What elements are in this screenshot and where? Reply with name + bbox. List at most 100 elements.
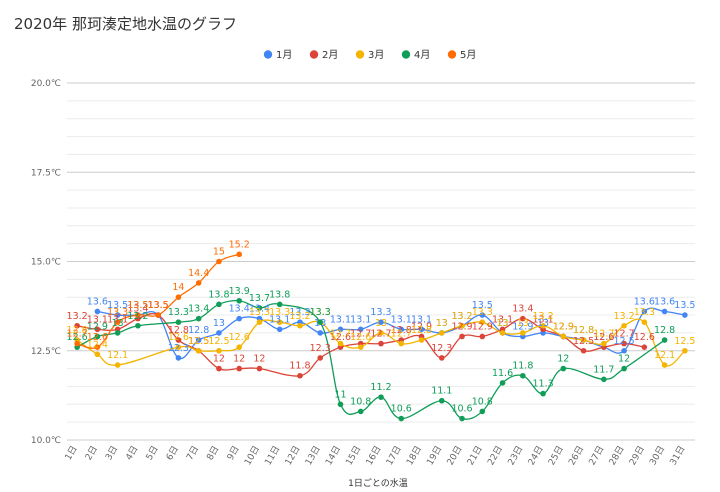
data-point [317, 319, 324, 325]
data-point [479, 319, 486, 325]
data-point [641, 344, 648, 350]
data-point [601, 340, 607, 347]
data-point [175, 294, 182, 301]
data-label: 13.5 [472, 300, 493, 311]
data-label: 12.6 [593, 332, 614, 343]
y-axis: 10.0℃ 12.5℃ 15.0℃ 17.5℃ 20.0℃ [31, 79, 61, 446]
data-point [114, 330, 121, 336]
data-label: 13.4 [229, 304, 250, 315]
series-layer [74, 251, 688, 422]
data-label: 12.4 [87, 339, 108, 350]
data-label: 12.7 [350, 329, 371, 340]
data-point [175, 319, 182, 325]
data-label: 12.5 [674, 336, 695, 347]
data-label: 12.9 [553, 321, 574, 332]
data-point [297, 372, 303, 379]
data-label: 12.9 [451, 321, 472, 332]
x-tick-label: 17日 [384, 444, 404, 467]
data-label: 13.3 [310, 307, 331, 318]
data-label: 13.1 [492, 314, 513, 325]
data-label: 13.1 [350, 314, 371, 325]
data-label: 13.1 [330, 314, 351, 325]
x-tick-label: 22日 [485, 444, 505, 467]
data-point [398, 415, 405, 422]
data-point [682, 347, 688, 354]
data-point [438, 330, 445, 336]
data-point [256, 305, 263, 311]
data-label: 13 [436, 318, 448, 329]
data-label: 13.4 [512, 304, 533, 315]
data-label: 11.1 [431, 386, 452, 397]
x-axis-label: 1日ごとの水温 [348, 477, 408, 489]
legend-marker [263, 50, 273, 59]
data-label: 13.1 [411, 314, 432, 325]
x-tick-label: 12日 [283, 444, 303, 467]
data-point [621, 365, 627, 372]
data-point [276, 326, 283, 333]
data-label: 12.3 [168, 343, 189, 354]
data-label: 12.6 [229, 332, 250, 343]
y-tick-label: 12.5℃ [31, 347, 61, 357]
data-point [398, 326, 405, 333]
data-point [94, 308, 101, 315]
data-point [236, 251, 242, 258]
data-label: 14 [172, 282, 184, 293]
data-point [94, 333, 101, 340]
data-point [459, 415, 465, 422]
data-label: 13.3 [269, 307, 290, 318]
data-label: 11.7 [593, 364, 614, 375]
legend-label: 1月 [276, 49, 292, 61]
x-tick-label: 30日 [647, 444, 667, 467]
x-tick-label: 5日 [144, 444, 161, 462]
data-point [216, 330, 222, 336]
data-label: 13.2 [451, 311, 472, 322]
data-point [438, 397, 445, 404]
x-tick-label: 27日 [587, 444, 607, 467]
data-label: 12.8 [391, 325, 412, 336]
data-label: 11.8 [512, 361, 533, 372]
x-tick-label: 2日 [83, 444, 100, 462]
data-point [641, 319, 648, 325]
data-label: 13.5 [674, 300, 695, 311]
x-tick-label: 18日 [404, 444, 424, 467]
data-label: 11 [334, 389, 346, 400]
legend-marker [355, 50, 365, 59]
data-label: 12.3 [310, 343, 331, 354]
data-label: 13.7 [249, 293, 270, 304]
data-label: 12 [557, 354, 569, 365]
data-point [216, 301, 222, 308]
data-label: 12.5 [188, 336, 209, 347]
data-label: 13.8 [269, 289, 290, 300]
data-point [621, 340, 627, 347]
data-label: 12.8 [168, 325, 189, 336]
data-point [560, 365, 567, 372]
data-point [135, 312, 141, 318]
data-point [621, 347, 627, 354]
x-tick-label: 21日 [465, 444, 485, 467]
data-label: 12.6 [87, 332, 108, 343]
data-point [135, 322, 141, 329]
data-label: 13.5 [107, 300, 128, 311]
data-point [236, 315, 242, 322]
data-point [438, 355, 445, 361]
series-line [77, 312, 645, 377]
data-point [94, 326, 101, 333]
data-label: 13.3 [310, 307, 331, 318]
data-point [520, 315, 526, 322]
data-point [175, 344, 182, 350]
data-label: 15 [213, 247, 225, 258]
data-label: 13.3 [370, 307, 391, 318]
data-label: 12.7 [593, 329, 614, 340]
data-label: 13.1 [87, 314, 108, 325]
x-tick-label: 25日 [546, 444, 566, 467]
data-point [661, 308, 668, 315]
data-label: 13.3 [289, 307, 310, 318]
data-label: 12.1 [654, 350, 675, 361]
legend-label: 2月 [322, 49, 338, 61]
x-tick-label: 13日 [303, 444, 323, 467]
data-label: 11.6 [492, 368, 513, 379]
x-tick-label: 15日 [344, 444, 364, 467]
data-label: 13.5 [148, 300, 169, 311]
